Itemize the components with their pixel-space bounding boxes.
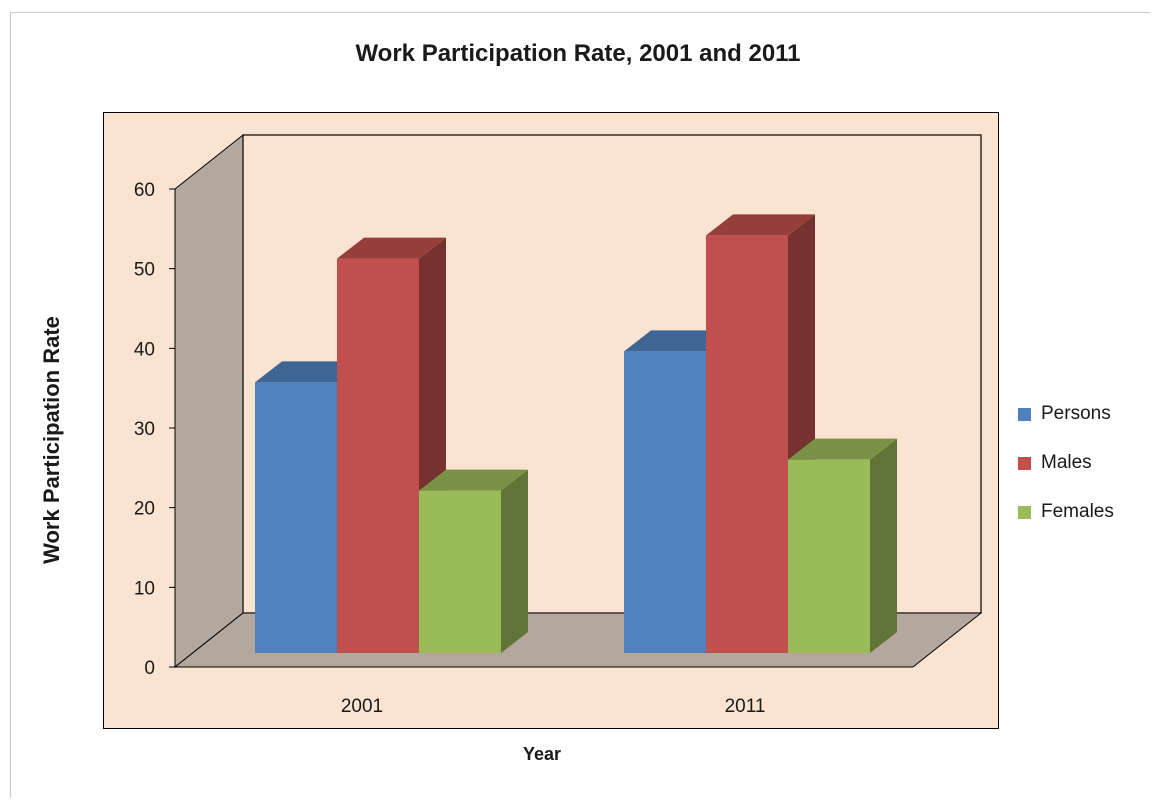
y-tick-label: 0 (144, 658, 155, 679)
bar-top-males-2011 (706, 214, 815, 236)
legend: Persons Males Females (1018, 402, 1114, 549)
chart-frame (10, 12, 1150, 798)
legend-label: Persons (1041, 403, 1111, 424)
bar-side-females-2001 (501, 469, 528, 653)
x-tick-label: 2001 (341, 696, 383, 717)
y-tick-label: 50 (134, 260, 155, 281)
legend-item-persons: Persons (1018, 402, 1114, 426)
bar-top-females-2011 (788, 438, 897, 460)
bar-top-persons-2001 (255, 361, 364, 383)
bar-males-2001 (337, 258, 419, 653)
x-tick-label: 2011 (725, 696, 766, 717)
y-tick-label: 10 (134, 578, 155, 599)
side-wall (174, 133, 244, 669)
y-tick-label: 60 (134, 180, 155, 201)
legend-label: Males (1041, 452, 1092, 473)
legend-swatch (1018, 456, 1031, 470)
y-axis-title: Work Participation Rate (39, 316, 64, 564)
bar-males-2011 (706, 235, 788, 653)
bar-persons-2011 (624, 351, 706, 653)
bar-persons-2001 (255, 382, 337, 653)
bar-top-persons-2011 (624, 330, 733, 352)
legend-label: Females (1041, 501, 1114, 522)
legend-item-males: Males (1018, 451, 1114, 475)
legend-swatch (1018, 407, 1031, 421)
bar-top-males-2001 (337, 237, 446, 259)
bar-top-females-2001 (419, 469, 528, 491)
bar-side-females-2011 (870, 438, 897, 653)
y-tick-label: 30 (134, 419, 155, 440)
bar-females-2001 (419, 490, 501, 653)
x-axis-title: Year (522, 744, 562, 764)
bar-females-2011 (788, 459, 870, 653)
chart-title: Work Participation Rate, 2001 and 2011 (355, 40, 801, 67)
legend-item-females: Females (1018, 500, 1114, 524)
legend-swatch (1018, 505, 1031, 519)
y-tick-label: 20 (134, 499, 155, 520)
y-tick-label: 40 (134, 339, 155, 360)
